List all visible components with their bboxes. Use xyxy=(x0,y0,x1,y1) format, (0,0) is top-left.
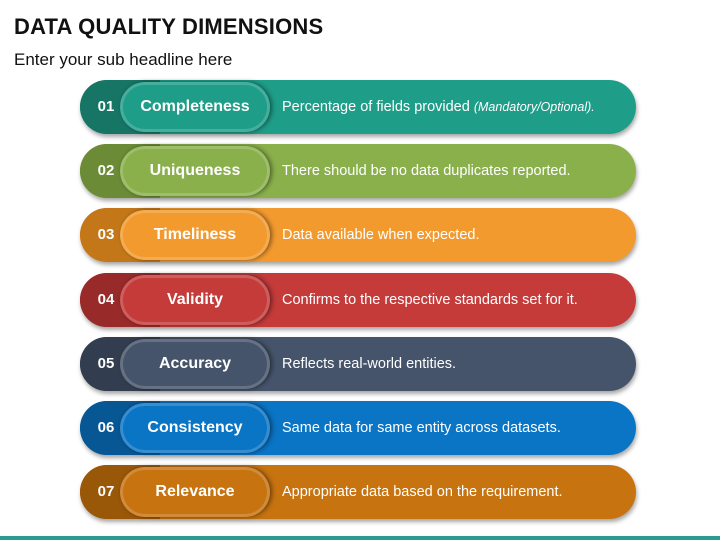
dimension-row-timeliness: 03 Timeliness Data available when expect… xyxy=(80,208,638,264)
dimension-label: Consistency xyxy=(120,402,270,453)
dimension-number: 03 xyxy=(97,226,115,244)
dimension-row-completeness: 01 Completeness Percentage of fields pro… xyxy=(80,80,638,136)
dimension-number: 07 xyxy=(97,483,115,501)
dimension-description: Data available when expected. xyxy=(282,227,480,244)
dimension-description: Same data for same entity across dataset… xyxy=(282,419,561,436)
dimension-list: 01 Completeness Percentage of fields pro… xyxy=(80,80,638,529)
dimension-description: Percentage of fields provided (Mandatory… xyxy=(282,99,595,115)
dimension-label: Accuracy xyxy=(120,338,270,389)
dimension-number: 05 xyxy=(97,354,115,372)
dimension-label: Timeliness xyxy=(120,210,270,261)
dimension-row-relevance: 07 Relevance Appropriate data based on t… xyxy=(80,465,638,521)
dimension-note: (Mandatory/Optional). xyxy=(473,100,595,114)
dimension-description: Confirms to the respective standards set… xyxy=(282,291,578,308)
dimension-number: 01 xyxy=(97,98,115,115)
footer-accent-line xyxy=(0,536,720,540)
dimension-label: Completeness xyxy=(120,82,270,132)
dimension-description: Appropriate data based on the requiremen… xyxy=(282,484,563,501)
dimension-row-validity: 04 Validity Confirms to the respective s… xyxy=(80,272,638,329)
dimension-number: 02 xyxy=(97,162,115,180)
dimension-description: Reflects real-world entities. xyxy=(282,355,457,372)
dimension-description: There should be no data duplicates repor… xyxy=(282,163,571,180)
dimension-label: Relevance xyxy=(120,467,270,518)
dimension-label: Uniqueness xyxy=(120,146,270,197)
dimension-row-accuracy: 05 Accuracy Reflects real-world entities… xyxy=(80,336,638,393)
dimension-label: Validity xyxy=(120,274,270,325)
dimension-number: 04 xyxy=(97,290,115,308)
dimension-row-consistency: 06 Consistency Same data for same entity… xyxy=(80,400,638,457)
page-title: DATA QUALITY DIMENSIONS xyxy=(14,14,324,39)
dimension-number: 06 xyxy=(97,418,115,436)
page-subtitle: Enter your sub headline here xyxy=(14,50,233,69)
dimension-row-uniqueness: 02 Uniqueness There should be no data du… xyxy=(80,144,638,200)
